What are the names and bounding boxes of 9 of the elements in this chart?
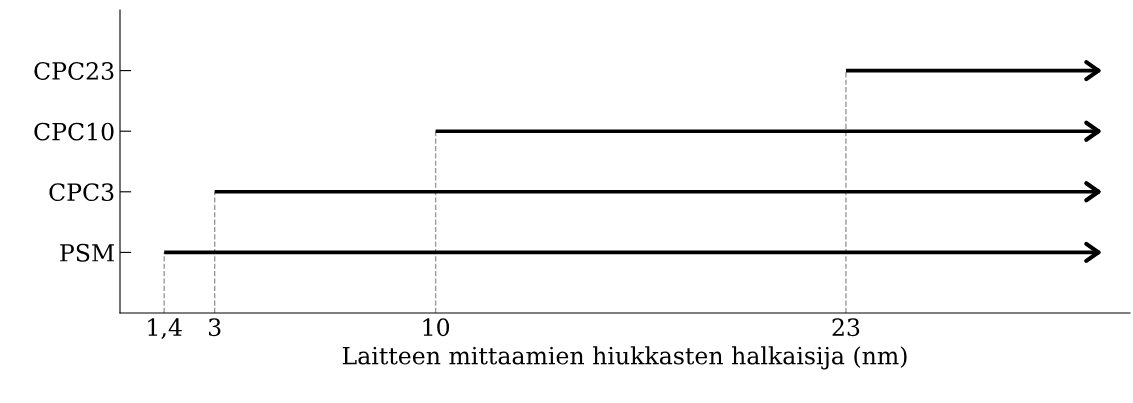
y-tick-label: CPC23 (34, 62, 114, 80)
x-tick-label: 1,4 (148, 318, 182, 340)
x-tick-label: 3 (208, 318, 221, 337)
y-tick-label: CPC3 (49, 183, 114, 202)
x-tick-label: 23 (832, 318, 860, 337)
x-tick-label: 10 (423, 318, 450, 337)
y-tick-label: PSM (60, 243, 114, 262)
x-axis-title: Laitteen mittaamien hiukkasten halkaisija (nm) (342, 346, 907, 370)
y-tick-label: CPC10 (34, 122, 114, 141)
